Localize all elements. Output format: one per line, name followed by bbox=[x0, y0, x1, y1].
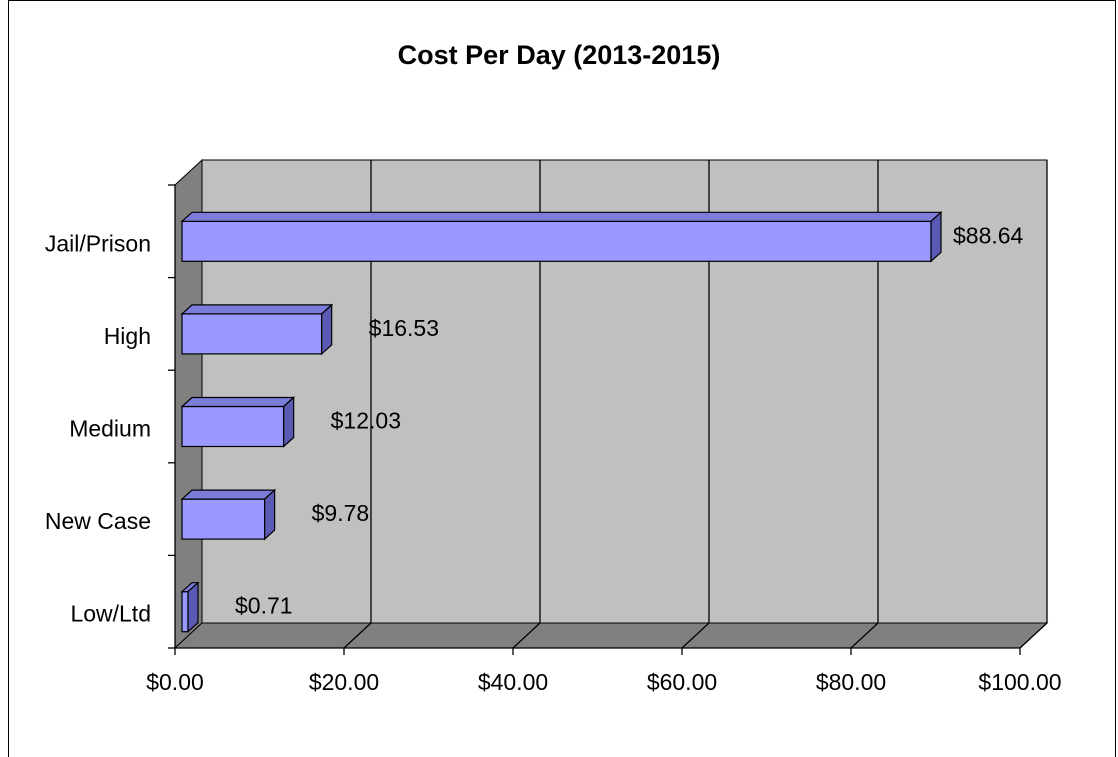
category-label: New Case bbox=[45, 508, 151, 534]
x-tick-label: $0.00 bbox=[146, 669, 204, 695]
category-label: Jail/Prison bbox=[45, 230, 151, 256]
category-label: Low/Ltd bbox=[70, 601, 151, 627]
bar bbox=[181, 405, 285, 448]
gridline-floor bbox=[1019, 622, 1048, 649]
bar-side bbox=[264, 488, 276, 541]
bar-top bbox=[180, 396, 296, 408]
x-tick-label: $20.00 bbox=[309, 669, 379, 695]
bar-top bbox=[180, 489, 277, 500]
x-tick-label: $80.00 bbox=[816, 669, 886, 695]
data-label: $16.53 bbox=[369, 315, 439, 341]
bar-side bbox=[283, 396, 295, 448]
bar-top bbox=[180, 304, 334, 315]
data-label: $12.03 bbox=[331, 408, 401, 434]
plot-floor bbox=[173, 622, 1049, 649]
data-label: $0.71 bbox=[235, 593, 293, 619]
bar-top bbox=[180, 211, 943, 222]
gridline-floor bbox=[343, 622, 372, 649]
data-label: $88.64 bbox=[953, 222, 1024, 248]
gridline-floor bbox=[512, 622, 541, 649]
data-label: $9.78 bbox=[312, 500, 370, 526]
category-label: Medium bbox=[69, 416, 151, 442]
bar bbox=[181, 591, 189, 633]
gridline-floor bbox=[850, 622, 879, 649]
gridline-floor bbox=[681, 622, 710, 649]
chart-title: Cost Per Day (2013-2015) bbox=[397, 40, 721, 70]
bar-side bbox=[930, 210, 942, 263]
bar bbox=[181, 220, 932, 262]
bar bbox=[181, 313, 323, 355]
x-tick-label: $60.00 bbox=[647, 669, 717, 695]
bar-side bbox=[321, 303, 333, 356]
bar bbox=[181, 498, 266, 540]
bar-side bbox=[187, 581, 199, 634]
x-tick-label: $40.00 bbox=[478, 669, 548, 695]
x-tick-label: $100.00 bbox=[978, 669, 1061, 695]
category-label: High bbox=[104, 323, 151, 349]
